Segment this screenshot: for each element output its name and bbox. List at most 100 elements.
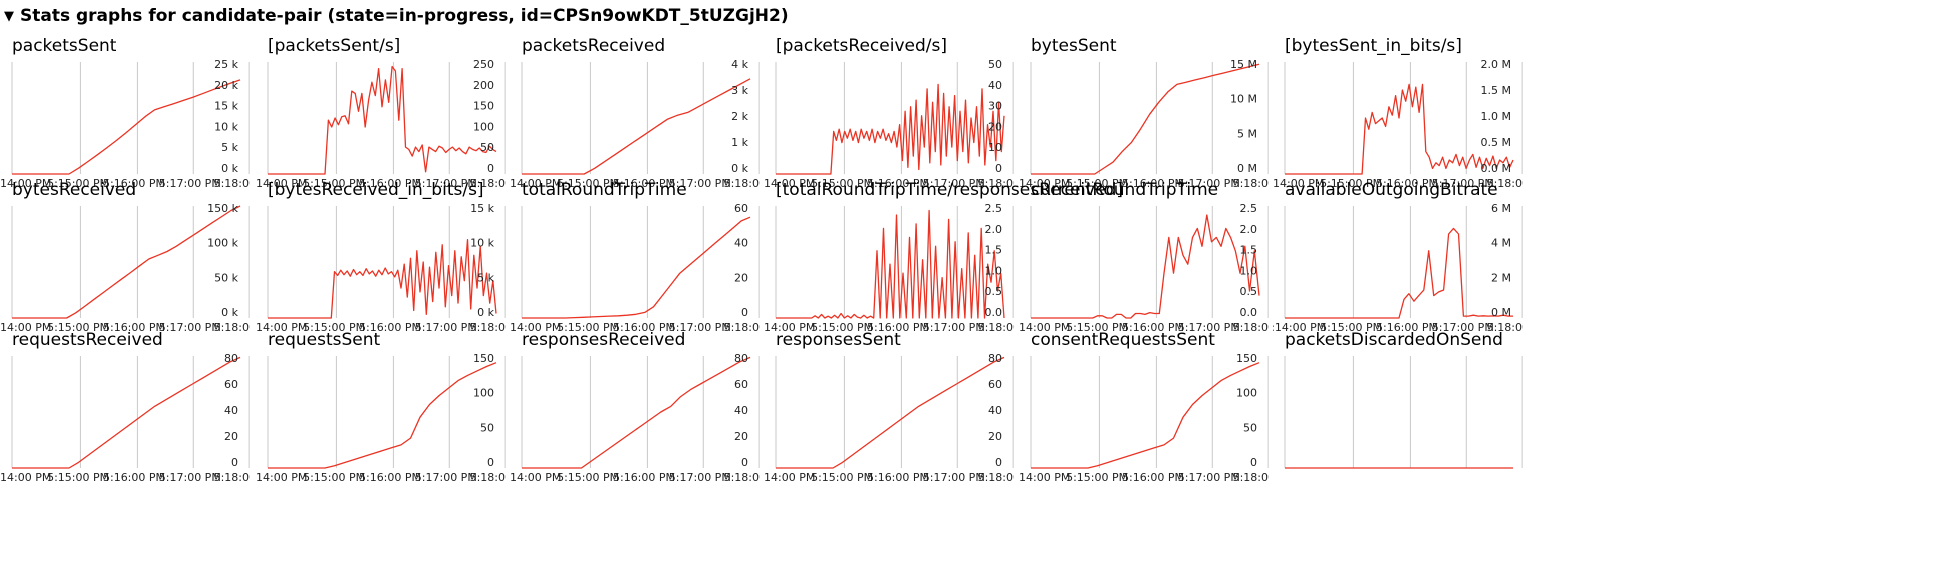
- y-tick-label: 1.0: [1240, 264, 1258, 277]
- y-tick-label: 0.5 M: [1481, 136, 1511, 149]
- series-line: [522, 78, 751, 175]
- y-tick-label: 0 M: [1491, 306, 1511, 319]
- series-line: [268, 362, 497, 469]
- y-tick-label: 250: [473, 58, 494, 71]
- y-tick-label: 2 M: [1491, 271, 1511, 284]
- y-tick-label: 1 k: [731, 136, 748, 149]
- y-tick-label: 60: [734, 202, 748, 215]
- x-tick-label: 14:00 PM: [0, 177, 51, 190]
- chart-requestsreceived: requestsReceived 80 60 40 20 0 14:00 PM 5:15:00…: [0, 330, 318, 512]
- y-tick-label: 40: [988, 404, 1002, 417]
- y-tick-label: 80: [988, 352, 1002, 365]
- x-tick-label: 5:17:00 PM: [1432, 321, 1494, 334]
- x-tick-label: 5:16:00 PM: [103, 471, 165, 484]
- x-tick-label: 14:00 PM: [510, 471, 561, 484]
- series-line: [522, 356, 751, 469]
- chart-packetssent: packetsSent 25 k 20 k 15 k 10 k 5 k 0 k 14:00 P…: [0, 36, 318, 218]
- x-tick-label: 5:18:00 PM: [1487, 177, 1523, 190]
- x-tick-label: 5:18:00 PM: [1487, 321, 1523, 334]
- stats-graphs-header[interactable]: ▼ Stats graphs for candidate-pair (state…: [4, 4, 789, 28]
- chart-plot: 25 k 20 k 15 k 10 k 5 k 0 k 14:00 PM5:15:00 PM…: [0, 58, 250, 190]
- disclosure-triangle-icon[interactable]: ▼: [4, 8, 14, 24]
- y-tick-label: 1.0: [985, 264, 1003, 277]
- series-line: [268, 65, 497, 175]
- y-tick-label: 50: [1243, 421, 1257, 434]
- x-tick-label: 5:16:00 PM: [613, 321, 675, 334]
- x-tick-label: 5:16:00 PM: [1122, 471, 1184, 484]
- x-tick-label: 5:16:00 PM: [1376, 321, 1438, 334]
- y-tick-label: 50: [480, 141, 494, 154]
- chart-plot: 4 k 3 k 2 k 1 k 0 k 14:00 PM5:15:00 PM5:16:00…: [510, 58, 760, 190]
- y-tick-label: 25 k: [214, 58, 238, 71]
- x-tick-label: :14:00 PM: [1273, 321, 1326, 334]
- chart-title: [bytesReceived_in_bits/s]: [268, 180, 484, 200]
- chart-packetsdiscardedonsend: packetsDiscardedOnSend: [1273, 330, 1591, 512]
- x-tick-label: 5:15:00 PM: [811, 471, 873, 484]
- y-tick-label: 0: [995, 162, 1002, 175]
- chart-title: responsesReceived: [522, 330, 686, 350]
- x-tick-label: 5:18:00 PM: [724, 177, 760, 190]
- y-tick-label: 20 k: [214, 79, 238, 92]
- y-tick-label: 0.5: [1240, 285, 1258, 298]
- x-tick-label: 5:15:00 PM: [557, 471, 619, 484]
- y-tick-label: 20: [988, 430, 1002, 443]
- x-tick-label: 5:18:00 PM: [1233, 177, 1269, 190]
- x-tick-label: 5:15:00 PM: [47, 177, 109, 190]
- x-tick-label: 5:16:00 PM: [359, 177, 421, 190]
- chart-availableoutgoingbitrate: availableOutgoingBitrate 6 M 4 M 2 M 0 M:14:…: [1273, 180, 1591, 362]
- chart-title: bytesSent: [1031, 36, 1117, 56]
- chart-plot: 6 M 4 M 2 M 0 M:14:00 PM5:15:00 PM5:16:00 P…: [1273, 202, 1523, 334]
- x-tick-label: 5:15:00 PM: [811, 177, 873, 190]
- y-tick-label: 50: [988, 58, 1002, 71]
- chart-title: packetsDiscardedOnSend: [1285, 330, 1503, 350]
- y-tick-label: 0 k: [221, 162, 238, 175]
- x-tick-label: 5:18:00 PM: [978, 471, 1014, 484]
- y-tick-label: 60: [734, 378, 748, 391]
- x-tick-label: 5:15:00 PM: [1066, 321, 1128, 334]
- series-line: [776, 209, 1005, 319]
- y-tick-label: 2.0 M: [1481, 58, 1511, 71]
- chart-title: requestsSent: [268, 330, 381, 350]
- x-tick-label: 14:00 PM: [256, 471, 307, 484]
- y-tick-label: 80: [734, 352, 748, 365]
- chart-plot: 15 k 10 k 5 k 0 k 14:00 PM5:15:00 PM5:16:00 …: [256, 202, 506, 334]
- y-tick-label: 1.5 M: [1481, 84, 1511, 97]
- chart-title: responsesSent: [776, 330, 901, 350]
- y-tick-label: 40: [734, 404, 748, 417]
- y-tick-label: 30: [988, 100, 1002, 113]
- chart-title: packetsSent: [12, 36, 117, 56]
- chart-title: consentRequestsSent: [1031, 330, 1215, 350]
- y-tick-label: 20: [734, 430, 748, 443]
- chart-title: [packetsReceived/s]: [776, 36, 947, 56]
- y-tick-label: 40: [988, 79, 1002, 92]
- x-tick-label: 14:00 PM: [764, 177, 815, 190]
- x-tick-label: 5:15:00 PM: [1320, 177, 1382, 190]
- y-tick-label: 0.0: [985, 306, 1003, 319]
- x-tick-label: 5:15:00 PM: [47, 471, 109, 484]
- y-tick-label: 1.0 M: [1481, 110, 1511, 123]
- chart-title: currentRoundTripTime: [1031, 180, 1219, 200]
- x-tick-label: 5:17:00 PM: [415, 471, 477, 484]
- y-tick-label: 15 k: [214, 100, 238, 113]
- x-tick-label: 14:00 PM: [510, 177, 561, 190]
- chart-totalroundtriptime-responsesreceived: [totalRoundTripTime/responsesReceived] 2.…: [764, 180, 1123, 362]
- y-tick-label: 5 k: [221, 141, 238, 154]
- x-tick-label: 5:18:00 PM: [470, 471, 506, 484]
- x-tick-label: 5:16:00 PM: [867, 321, 929, 334]
- y-tick-label: 0.5: [985, 285, 1003, 298]
- x-tick-label: 5:16:00 PM: [1376, 177, 1438, 190]
- x-tick-label: 5:18:00 PM: [470, 321, 506, 334]
- y-tick-label: 1.5: [1240, 244, 1258, 257]
- x-tick-label: 14:00 PM: [256, 177, 307, 190]
- x-tick-label: 5:16:00 PM: [1122, 321, 1184, 334]
- x-tick-label: 5:17:00 PM: [1178, 177, 1240, 190]
- x-tick-label: 5:18:00 PM: [214, 177, 250, 190]
- x-tick-label: 5:17:00 PM: [669, 321, 731, 334]
- y-tick-label: 150: [473, 100, 494, 113]
- y-tick-label: 2.0: [985, 223, 1003, 236]
- x-tick-label: 5:16:00 PM: [359, 321, 421, 334]
- x-tick-label: 5:16:00 PM: [613, 471, 675, 484]
